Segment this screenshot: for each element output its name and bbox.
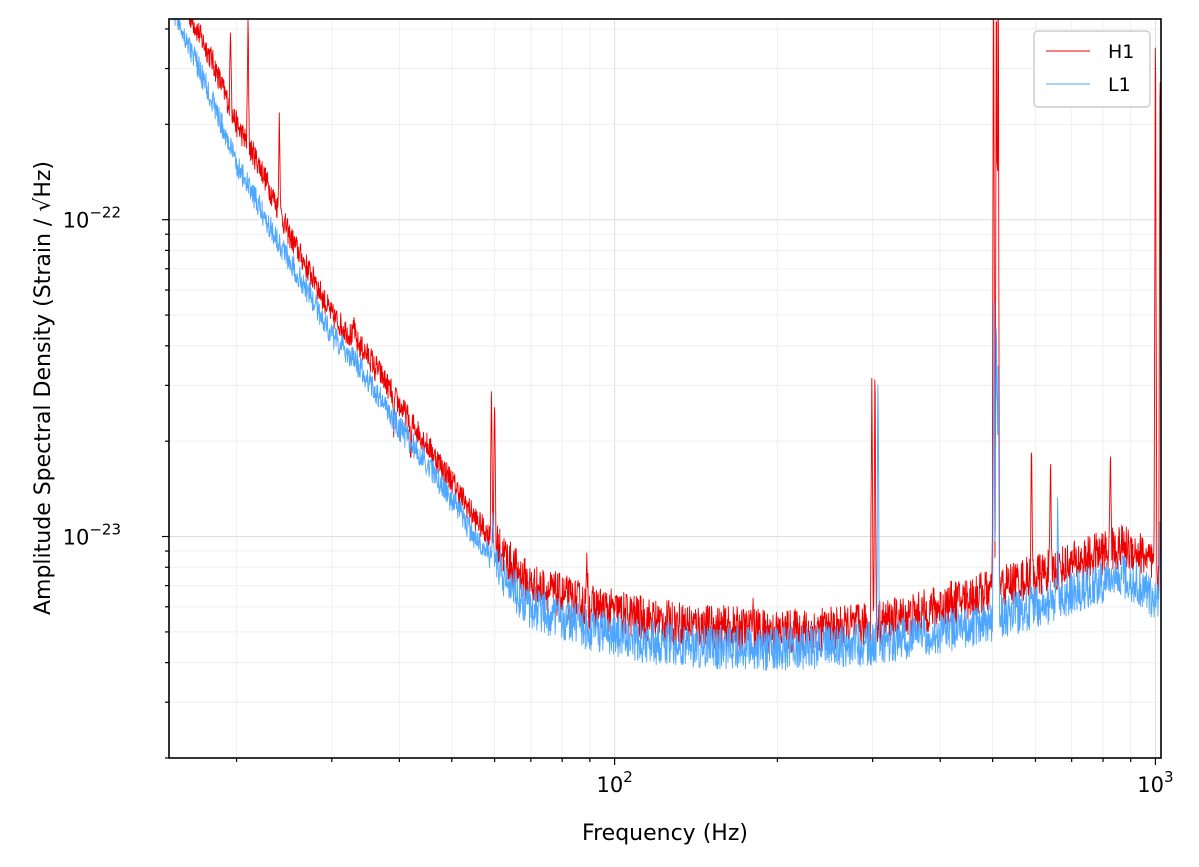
y-axis-label: Amplitude Spectral Density (Strain / √Hz… <box>31 161 56 615</box>
series-line-l1 <box>173 19 1161 671</box>
legend: H1 L1 <box>1033 30 1151 108</box>
x-tick-label: 103 <box>1137 768 1173 797</box>
legend-box <box>1033 30 1151 108</box>
x-tick-label: 102 <box>596 768 632 797</box>
y-tick-label: 10−22 <box>63 204 121 233</box>
series-layer <box>173 19 1161 671</box>
legend-label-h1: H1 <box>1108 41 1134 63</box>
plot-frame <box>168 18 1162 759</box>
y-tick-label: 10−23 <box>63 521 121 550</box>
x-axis-label: Frequency (Hz) <box>582 821 748 846</box>
axis-ticks: 102 103 10−22 10−23 <box>63 28 1174 797</box>
legend-label-l1: L1 <box>1108 74 1131 96</box>
